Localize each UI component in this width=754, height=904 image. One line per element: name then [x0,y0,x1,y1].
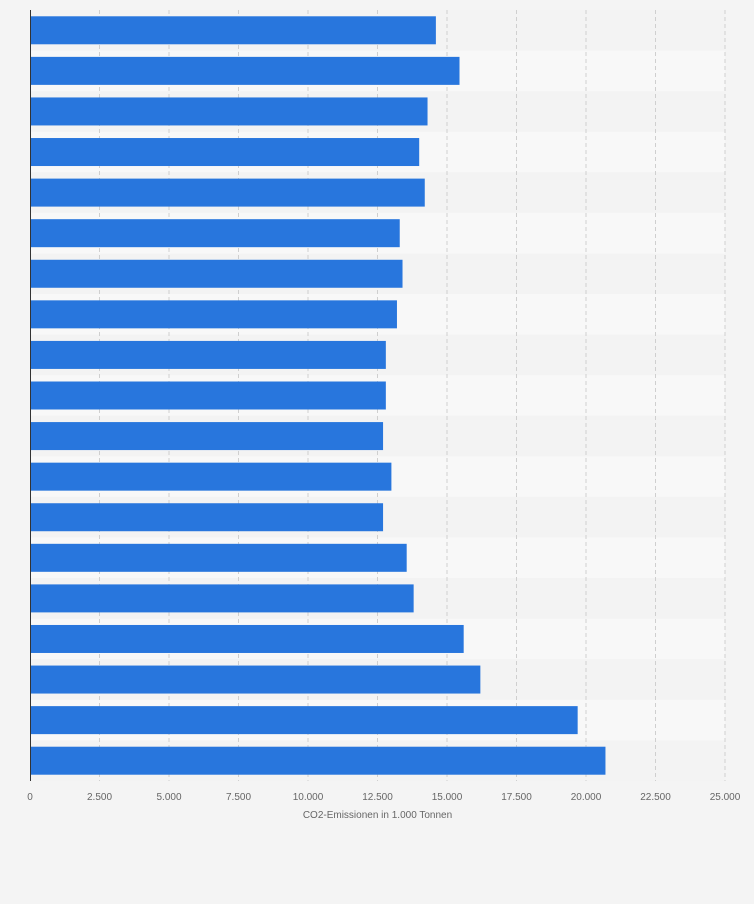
bar[interactable] [30,422,384,451]
bar[interactable] [30,462,392,491]
bar[interactable] [30,259,403,288]
bar[interactable] [30,381,386,410]
bar[interactable] [30,584,414,613]
x-axis-label: CO2-Emissionen in 1.000 Tonnen [303,810,452,821]
x-tick-label: 15.000 [432,792,463,803]
x-tick-label: 12.500 [362,792,393,803]
x-tick-label: 22.500 [640,792,671,803]
x-tick-labels: 0 2.500 5.000 7.500 10.000 12.500 15.000 17.500… [27,792,741,803]
bar[interactable] [30,219,400,248]
bar[interactable] [30,665,481,694]
x-tick-label: 25.000 [710,792,741,803]
x-tick-label: 0 [27,792,33,803]
x-tick-label: 10.000 [293,792,324,803]
bar[interactable] [30,300,397,329]
bar[interactable] [30,503,384,532]
x-tick-label: 20.000 [571,792,602,803]
bar[interactable] [30,340,386,369]
bar[interactable] [30,56,460,85]
bar[interactable] [30,178,425,207]
bar[interactable] [30,543,407,572]
bars [30,16,606,775]
x-tick-label: 2.500 [87,792,112,803]
bar[interactable] [30,624,464,653]
bar[interactable] [30,746,606,775]
bar[interactable] [30,138,420,167]
x-tick-label: 5.000 [156,792,181,803]
bar[interactable] [30,706,578,735]
bar[interactable] [30,97,428,126]
x-tick-label: 17.500 [501,792,532,803]
x-tick-label: 7.500 [226,792,251,803]
bar[interactable] [30,16,436,45]
